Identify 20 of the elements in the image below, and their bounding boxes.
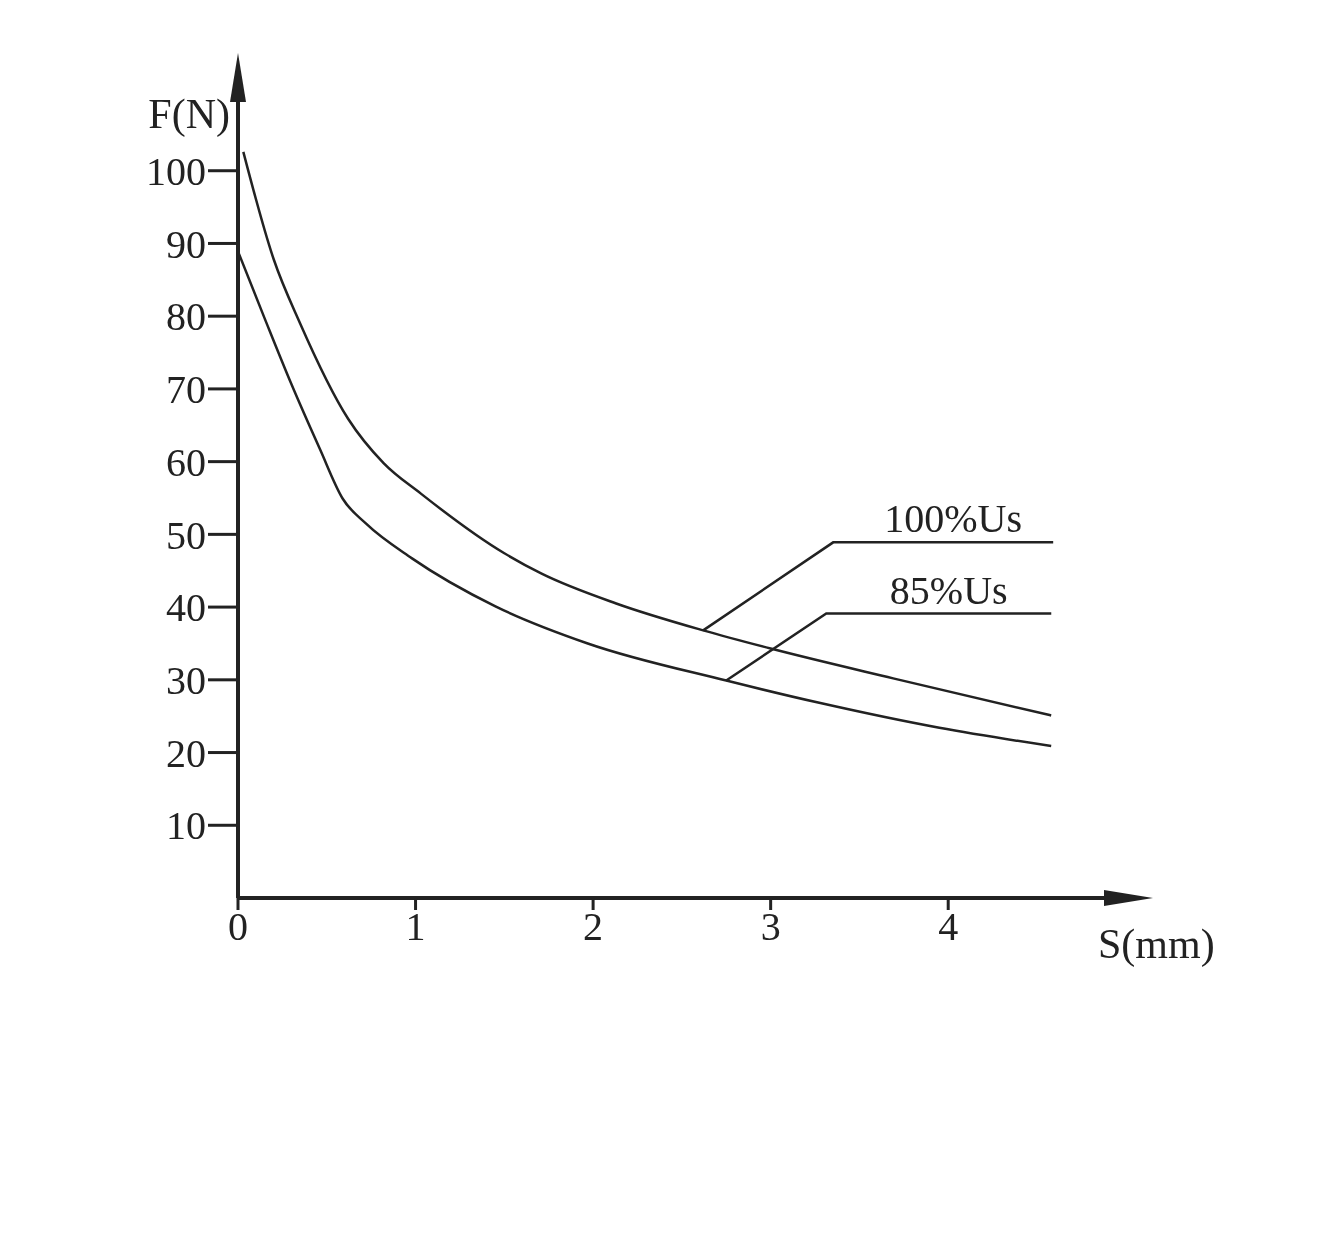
x-tick-label: 2 [583, 904, 604, 950]
x-axis-title: S(mm) [1098, 921, 1215, 968]
x-tick-label: 0 [228, 904, 248, 950]
x-tick-label: 3 [760, 904, 781, 950]
y-tick-label: 10 [166, 803, 206, 849]
x-tick-label: 4 [938, 904, 959, 950]
y-tick-label: 60 [166, 439, 206, 485]
y-tick-label: 30 [166, 658, 206, 704]
y-tick-label: 100 [146, 148, 206, 194]
y-tick-label: 70 [166, 367, 206, 413]
y-tick-label: 50 [166, 512, 206, 558]
text: 100%Us [884, 496, 1023, 542]
text: 85%Us [889, 567, 1008, 613]
y-tick-label: 90 [166, 221, 206, 267]
y-axis-title: F(N) [148, 91, 230, 138]
line-series [242, 150, 1053, 717]
x-tick-label: 1 [405, 904, 426, 950]
y-tick-label: 40 [166, 585, 206, 631]
y-tick-label: 80 [166, 294, 206, 340]
y-tick-label: 20 [166, 730, 206, 776]
